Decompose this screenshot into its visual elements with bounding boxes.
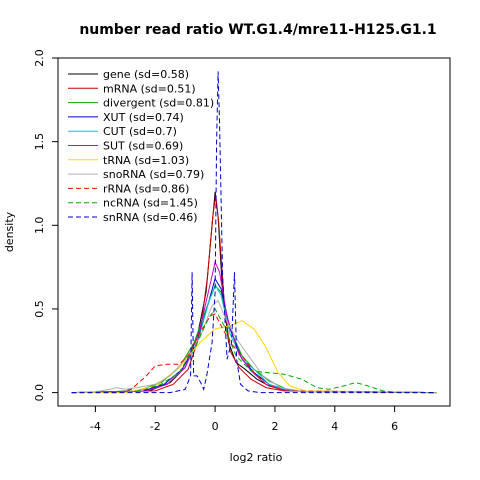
series-line-3 (71, 277, 437, 394)
y-axis: 0.0 0.5 1.0 1.5 2.0 (33, 49, 59, 402)
x-tick-label: 0 (212, 420, 219, 433)
series-layer (71, 71, 437, 394)
x-tick-label: 6 (391, 420, 398, 433)
legend-entry: mRNA (sd=0.51) (103, 82, 196, 95)
series-line-9 (71, 308, 437, 394)
y-tick-label: 1.5 (33, 133, 46, 151)
y-tick-label: 2.0 (33, 49, 46, 67)
legend-entry: tRNA (sd=1.03) (103, 154, 189, 167)
series-line-1 (71, 195, 437, 394)
legend-entry: SUT (sd=0.69) (103, 140, 183, 153)
y-axis-label: density (3, 211, 16, 252)
y-tick-label: 0.5 (33, 300, 46, 318)
y-tick-label: 1.0 (33, 217, 46, 235)
legend-entry: snRNA (sd=0.46) (103, 211, 198, 224)
chart-title: number read ratio WT.G1.4/mre11-H125.G1.… (79, 22, 436, 38)
legend-entry: snoRNA (sd=0.79) (103, 168, 204, 181)
y-tick-label: 0.0 (33, 384, 46, 402)
legend-entry: divergent (sd=0.81) (103, 97, 214, 110)
series-line-7 (71, 299, 437, 394)
legend-entry: ncRNA (sd=1.45) (103, 197, 198, 210)
legend-entry: gene (sd=0.58) (103, 68, 189, 81)
x-tick-label: -4 (90, 420, 101, 433)
legend: gene (sd=0.58)mRNA (sd=0.51) divergent (s… (68, 68, 214, 224)
legend-entry: CUT (sd=0.7) (103, 125, 177, 138)
series-line-8 (71, 313, 437, 394)
x-tick-label: 4 (331, 420, 338, 433)
x-tick-label: -2 (150, 420, 161, 433)
series-line-6 (71, 320, 437, 394)
legend-entry: rRNA (sd=0.86) (103, 182, 189, 195)
x-axis-label: log2 ratio (230, 451, 283, 464)
legend-entry: XUT (sd=0.74) (103, 111, 184, 124)
x-axis: -4 -2 0 2 4 6 (90, 405, 398, 433)
x-tick-label: 2 (271, 420, 278, 433)
series-line-10 (71, 71, 437, 394)
